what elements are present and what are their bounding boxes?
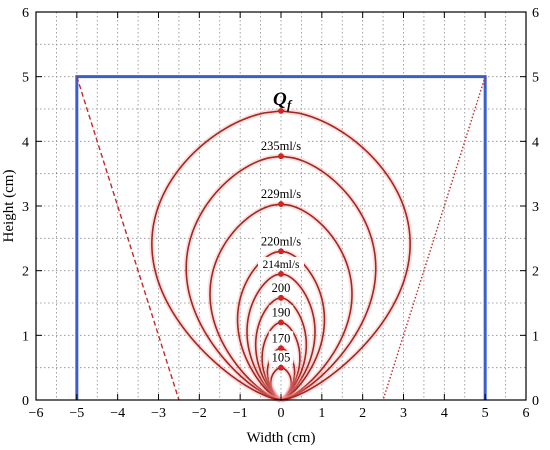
x-tick-label: 3 — [400, 406, 407, 421]
curve-label: 214ml/s — [262, 259, 300, 271]
curve-label: 235ml/s — [261, 139, 301, 153]
apex-marker — [278, 294, 284, 301]
curve-label-subscript: f — [287, 97, 293, 112]
apex-marker — [278, 108, 284, 114]
curve-label-bg — [268, 331, 294, 345]
apex-marker — [278, 270, 284, 277]
x-tick-label: −4 — [110, 406, 125, 421]
x-tick-label: −1 — [233, 406, 248, 421]
apex-marker — [278, 364, 284, 371]
y-tick-label-left: 4 — [22, 135, 29, 150]
curve-label: 220ml/s — [261, 234, 301, 248]
x-tick-label: −2 — [192, 406, 207, 421]
curve-label: 200 — [272, 281, 291, 295]
curve-label-bg — [255, 234, 307, 248]
y-tick-label-right: 0 — [532, 394, 539, 409]
y-tick-label-right: 6 — [532, 6, 539, 21]
curve-label: 170 — [272, 331, 291, 345]
y-tick-label-right: 2 — [532, 265, 539, 280]
apex-markers — [278, 108, 284, 371]
y-tick-label-right: 4 — [532, 135, 539, 150]
curve-label-bg — [268, 350, 294, 364]
y-tick-label-right: 3 — [532, 200, 539, 215]
curve-label: 105 — [272, 351, 291, 365]
y-tick-label-left: 2 — [22, 265, 29, 280]
x-tick-label: −3 — [151, 406, 166, 421]
apex-marker — [278, 248, 284, 255]
x-axis-title: Width (cm) — [247, 430, 316, 446]
x-tick-label: −5 — [69, 406, 84, 421]
y-tick-label-left: 0 — [22, 394, 29, 409]
x-tick-label: 0 — [278, 406, 285, 421]
guide-line-left — [76, 76, 180, 401]
y-axis-title: Height (cm) — [1, 170, 17, 243]
x-tick-label: 2 — [359, 406, 366, 421]
curve-label: 190 — [272, 305, 291, 319]
y-tick-label-left: 3 — [22, 200, 29, 215]
curve-label-bg — [255, 139, 307, 153]
curve-labels: 105 170 190 200 214ml/s 220ml/s 229ml/s 235ml/s… — [255, 89, 307, 365]
guide-lines — [76, 76, 486, 401]
axis-ticks — [35, 11, 527, 401]
container-line — [75, 75, 487, 400]
x-tick-label: −6 — [29, 406, 44, 421]
x-tick-label: 4 — [441, 406, 448, 421]
curve-label-bg — [268, 305, 294, 319]
y-tick-label-right: 1 — [532, 329, 539, 344]
x-tick-label: 1 — [318, 406, 325, 421]
curve-label: Q — [273, 89, 287, 110]
apex-marker — [278, 319, 284, 326]
container-outline — [75, 75, 487, 400]
curve-label: 229ml/s — [261, 187, 301, 201]
y-tick-label-right: 5 — [532, 71, 539, 86]
y-tick-label-left: 5 — [22, 71, 29, 86]
y-tick-label-left: 1 — [22, 329, 29, 344]
apex-marker — [278, 201, 284, 207]
x-tick-label: 6 — [523, 406, 530, 421]
curve-label-bg — [268, 280, 294, 294]
curve-label-bg — [255, 187, 307, 201]
curve-label-bg — [258, 256, 304, 270]
x-tick-label: 5 — [482, 406, 489, 421]
y-tick-label-left: 6 — [22, 6, 29, 21]
guide-line-right — [382, 76, 486, 401]
apex-marker — [278, 153, 284, 160]
tick-labels: −6 −5 −4 −3 −2 −1 0 1 2 3 4 5 60 01 12 23 34 45 56 6 — [22, 6, 539, 421]
